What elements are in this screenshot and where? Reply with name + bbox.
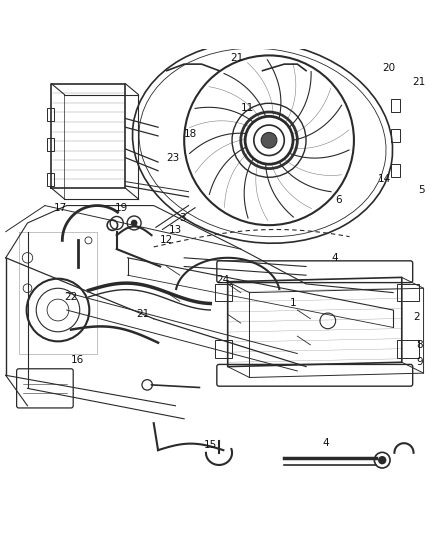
Bar [47, 138, 53, 151]
Text: 13: 13 [169, 224, 182, 235]
Circle shape [261, 133, 277, 148]
Text: 3: 3 [179, 213, 185, 223]
Text: 19: 19 [114, 203, 128, 213]
Bar [47, 173, 53, 186]
Text: 6: 6 [336, 196, 342, 205]
Text: 12: 12 [160, 236, 173, 245]
Bar [397, 284, 419, 301]
Text: 23: 23 [167, 152, 180, 163]
Text: 5: 5 [418, 185, 425, 195]
Text: 20: 20 [382, 63, 396, 74]
Bar [47, 108, 53, 120]
Text: 18: 18 [184, 129, 198, 139]
Text: 9: 9 [416, 357, 423, 367]
Bar [397, 341, 419, 358]
Text: 14: 14 [378, 174, 391, 184]
Circle shape [131, 220, 137, 225]
Bar [215, 284, 232, 301]
Text: 1: 1 [290, 298, 296, 309]
Text: 21: 21 [136, 309, 149, 319]
Text: 22: 22 [64, 292, 78, 302]
Text: 4: 4 [331, 253, 338, 263]
Text: 4: 4 [322, 438, 329, 448]
Text: 2: 2 [414, 312, 420, 321]
Text: 21: 21 [413, 77, 426, 86]
Text: 8: 8 [416, 340, 423, 350]
Bar [391, 164, 399, 177]
Text: 16: 16 [71, 355, 84, 365]
Bar [391, 130, 399, 142]
Text: 21: 21 [230, 53, 243, 63]
Text: 11: 11 [240, 103, 254, 112]
Circle shape [379, 457, 386, 464]
Text: 15: 15 [204, 440, 217, 450]
Text: 24: 24 [217, 274, 230, 285]
Bar [215, 341, 232, 358]
Text: 17: 17 [53, 203, 67, 213]
Bar [391, 99, 399, 112]
